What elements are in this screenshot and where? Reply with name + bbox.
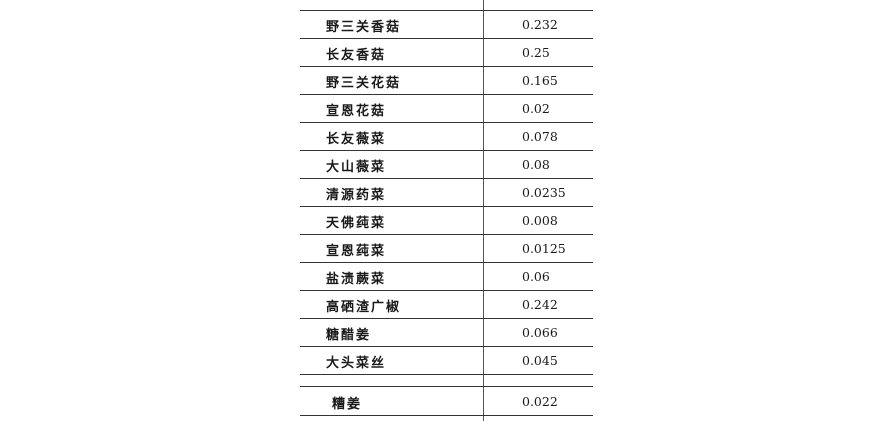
item-name: 大头菜丝 (326, 356, 387, 371)
item-name: 宣恩花菇 (326, 104, 387, 119)
item-name: 大山薇菜 (326, 160, 387, 175)
item-name: 宣恩莼菜 (326, 244, 387, 259)
table-row: 天佛莼菜 0.008 (300, 206, 593, 235)
item-value: 0.008 (522, 213, 558, 228)
item-value: 0.25 (522, 45, 550, 60)
item-value: 0.242 (522, 297, 558, 312)
table-row: 长友香菇 0.25 (300, 38, 593, 67)
item-value: 0.06 (522, 269, 550, 284)
table-row: 野三关花菇 0.165 (300, 66, 593, 95)
item-value: 0.066 (522, 325, 558, 340)
item-name: 清源药菜 (326, 188, 387, 203)
table-row: 糖醋姜 0.066 (300, 318, 593, 347)
table-row: 大山薇菜 0.08 (300, 150, 593, 179)
table-row: 糟姜 0.022 (300, 386, 593, 416)
item-value: 0.078 (522, 129, 558, 144)
table-row: 盐渍蕨菜 0.06 (300, 262, 593, 291)
item-name: 高硒渣广椒 (326, 300, 402, 315)
item-value: 0.232 (522, 17, 558, 32)
item-name: 天佛莼菜 (326, 216, 387, 231)
item-value: 0.022 (522, 394, 558, 409)
table-row: 宣恩花菇 0.02 (300, 94, 593, 123)
column-divider (483, 0, 484, 421)
item-value: 0.0235 (522, 185, 566, 200)
data-table: 野三关香菇 0.232 长友香菇 0.25 野三关花菇 0.165 宣恩花菇 0.02 长友薇菜… (300, 0, 593, 421)
item-name: 盐渍蕨菜 (326, 272, 387, 287)
item-value: 0.045 (522, 353, 558, 368)
item-name: 野三关花菇 (326, 76, 402, 91)
item-value: 0.02 (522, 101, 550, 116)
item-name: 糖醋姜 (326, 328, 372, 343)
item-name: 糟姜 (332, 397, 363, 412)
table-row-partial (300, 0, 593, 11)
item-name: 长友香菇 (326, 48, 387, 63)
item-name: 野三关香菇 (326, 20, 402, 35)
table-row: 高硒渣广椒 0.242 (300, 290, 593, 319)
table-row: 野三关香菇 0.232 (300, 10, 593, 39)
item-value: 0.165 (522, 73, 558, 88)
item-value: 0.08 (522, 157, 550, 172)
table-row: 宣恩莼菜 0.0125 (300, 234, 593, 263)
item-value: 0.0125 (522, 241, 566, 256)
table-row: 长友薇菜 0.078 (300, 122, 593, 151)
item-name: 长友薇菜 (326, 132, 387, 147)
table-row: 清源药菜 0.0235 (300, 178, 593, 207)
table-row: 大头菜丝 0.045 (300, 346, 593, 375)
